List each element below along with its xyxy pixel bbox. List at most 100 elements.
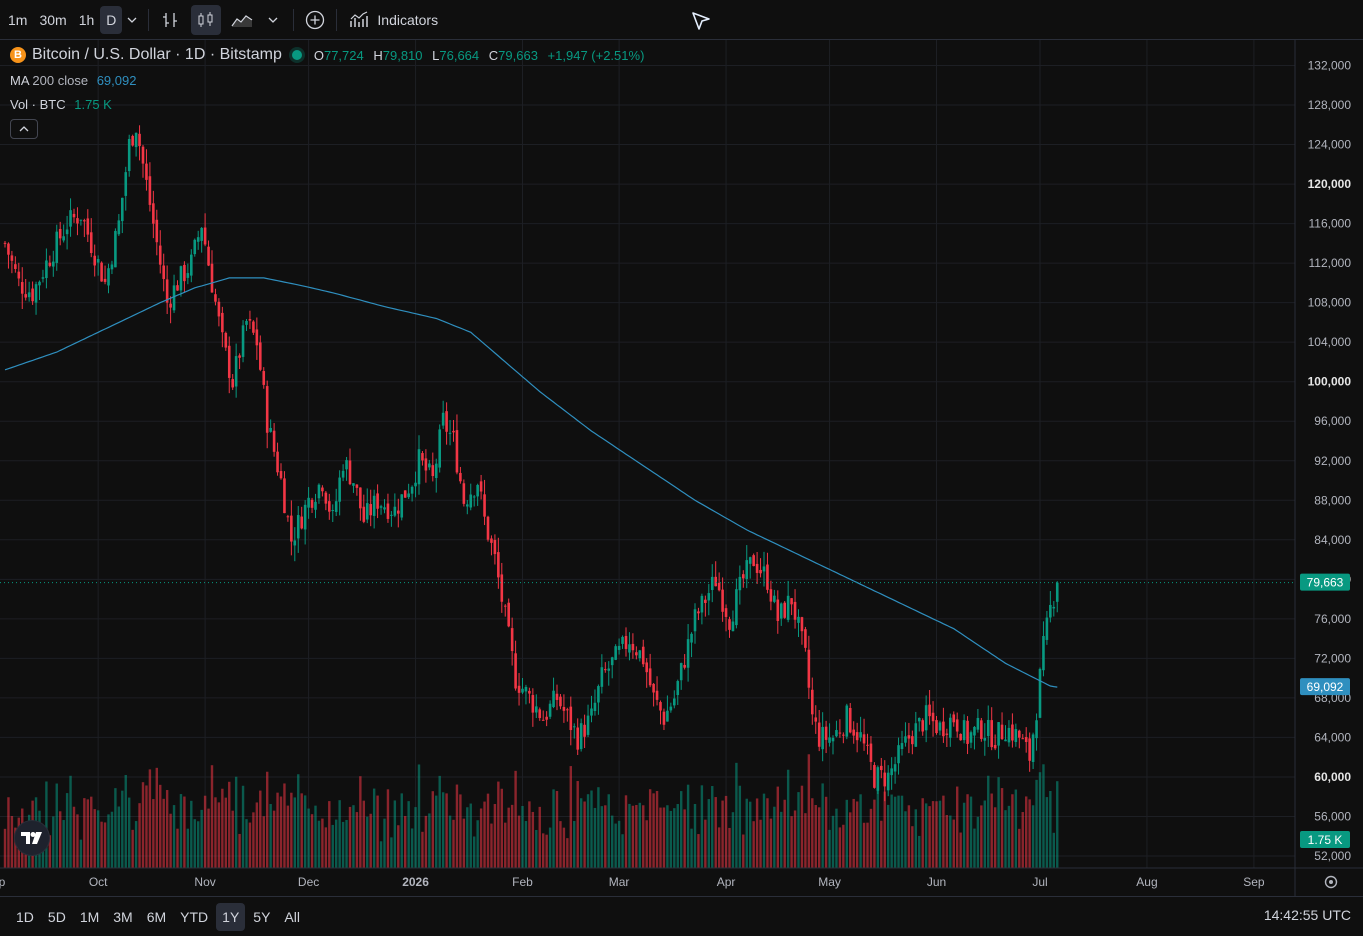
ma-legend[interactable]: MA 200 close 69,092 — [10, 73, 137, 88]
volume-bar — [783, 799, 786, 868]
candle-body — [645, 662, 648, 673]
range-1y[interactable]: 1Y — [216, 902, 246, 931]
volume-bar — [1000, 788, 1004, 868]
candle-body — [773, 595, 776, 602]
candle-body — [83, 220, 86, 222]
bar-chart-icon[interactable] — [155, 5, 185, 35]
volume-bar — [121, 790, 124, 868]
interval-d[interactable]: D — [100, 5, 123, 34]
area-chart-icon[interactable] — [227, 5, 257, 35]
range-1d[interactable]: 1D — [16, 908, 34, 925]
candle-body — [831, 737, 835, 742]
candle-body — [100, 262, 103, 282]
volume-bar — [138, 803, 141, 868]
volume-bar — [455, 784, 459, 868]
candle-body — [121, 197, 124, 222]
y-tick-label: 96,000 — [1314, 414, 1351, 428]
volume-bar — [524, 821, 528, 868]
candle-body — [931, 712, 935, 722]
volume-bar — [1031, 805, 1035, 868]
candle-body — [752, 555, 755, 567]
interval-1m[interactable]: 1m — [8, 11, 28, 28]
y-tick-label: 112,000 — [1309, 256, 1352, 270]
candle-body — [65, 229, 69, 235]
symbol-legend: B Bitcoin / U.S. Dollar · 1D · Bitstamp … — [10, 46, 650, 64]
volume-bar — [162, 798, 165, 868]
volume-bar — [707, 799, 710, 868]
y-tick-label: 76,000 — [1314, 612, 1351, 626]
y-tick-label: 56,000 — [1314, 809, 1351, 823]
candle-body — [721, 589, 724, 612]
volume-bar — [1049, 790, 1052, 868]
volume-bar — [642, 805, 645, 868]
market-status-icon — [291, 50, 302, 60]
x-tick-label: Sep — [1243, 875, 1265, 889]
candle-body — [89, 232, 93, 253]
volume-bar — [849, 812, 852, 868]
candle-body — [969, 732, 973, 743]
range-all[interactable]: All — [284, 908, 300, 925]
y-tick-label: 72,000 — [1314, 651, 1351, 665]
range-5y[interactable]: 5Y — [253, 908, 271, 925]
candles-icon[interactable] — [191, 4, 222, 35]
volume-bar — [507, 807, 510, 868]
price-change: +1,947 (+2.51%) — [547, 47, 645, 63]
volume-legend[interactable]: Vol · BTC 1.75 K — [10, 97, 112, 112]
candle-body — [369, 504, 372, 516]
candle-body — [424, 458, 428, 471]
candle-body — [117, 220, 121, 235]
volume-bar — [59, 811, 62, 868]
collapse-legend-button[interactable] — [10, 119, 38, 139]
range-3m[interactable]: 3M — [113, 908, 133, 925]
volume-bar — [255, 802, 259, 868]
volume-bar — [52, 816, 55, 868]
candle-body — [800, 617, 804, 632]
volume-bar — [542, 833, 545, 868]
volume-bar — [704, 819, 707, 868]
candle-body — [131, 135, 134, 146]
price-chart[interactable]: 132,000 128,000 124,000 120,000 116,000 112,0… — [0, 40, 1363, 896]
volume-bar — [355, 812, 359, 868]
x-tick-label: Apr — [717, 875, 736, 889]
range-ytd[interactable]: YTD — [180, 908, 209, 925]
utc-clock[interactable]: 14:42:55 UTC — [1263, 907, 1351, 923]
volume-bar — [535, 829, 538, 868]
volume-bar — [873, 799, 876, 868]
interval-1h[interactable]: 1h — [78, 11, 95, 28]
candle-body — [283, 478, 286, 514]
candle-body — [817, 722, 821, 747]
volume-bar — [759, 819, 762, 868]
add-circle-icon[interactable] — [300, 5, 330, 35]
candle-body — [17, 271, 21, 279]
candle-body — [127, 138, 131, 172]
volume-bar — [586, 794, 590, 868]
y-tick-label: 116,000 — [1309, 217, 1352, 231]
volume-bar — [579, 798, 583, 868]
volume-bar — [573, 820, 576, 868]
interval-30m[interactable]: 30m — [39, 11, 67, 28]
volume-bar — [697, 834, 700, 868]
candle-body — [738, 576, 742, 591]
range-6m[interactable]: 6M — [146, 908, 167, 925]
volume-bar — [469, 803, 472, 868]
volume-bar — [145, 785, 148, 868]
candle-body — [186, 273, 190, 278]
range-1m[interactable]: 1M — [79, 908, 100, 925]
volume-bar — [776, 786, 779, 868]
candle-body — [107, 268, 110, 286]
indicators-button[interactable]: Indicators — [343, 6, 444, 34]
symbol-title[interactable]: Bitcoin / U.S. Dollar · 1D · Bitstamp — [32, 46, 282, 63]
candle-body — [455, 430, 459, 473]
chevron-down-icon[interactable] — [263, 5, 283, 35]
volume-bar — [1035, 779, 1038, 868]
range-5d[interactable]: 5D — [47, 908, 66, 925]
chevron-down-icon[interactable] — [122, 5, 142, 35]
bitcoin-icon: B — [10, 47, 26, 63]
volume-bar — [152, 799, 155, 868]
x-tick-label: Feb — [512, 875, 533, 889]
tradingview-logo[interactable] — [14, 820, 50, 856]
volume-bar — [324, 827, 328, 868]
volume-bar — [807, 754, 811, 868]
candle-body — [24, 294, 27, 298]
candle-body — [497, 552, 500, 578]
